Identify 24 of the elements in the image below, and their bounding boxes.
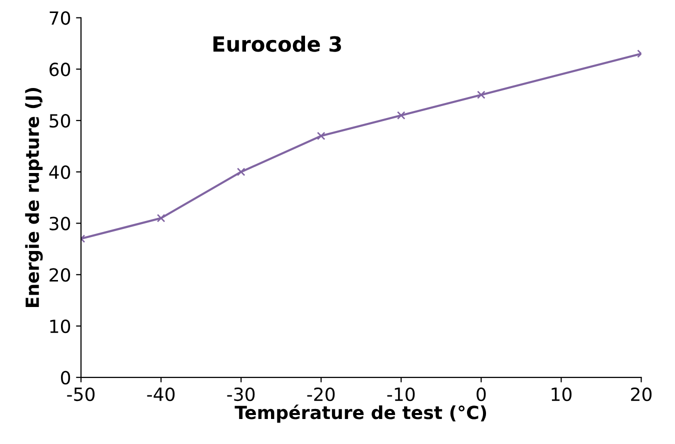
x-axis-title: Température de test (°C) <box>234 404 486 423</box>
text: Eurocode 3 <box>213 36 341 52</box>
x-tick-label: -50 <box>67 387 95 402</box>
y-tick-label: 70 <box>50 11 70 25</box>
x-tick-label: 10 <box>552 387 572 402</box>
y-tick-label: 0 <box>60 370 70 385</box>
point <box>396 111 406 120</box>
y-tick-label: 50 <box>50 114 70 128</box>
x-tick-label: -10 <box>387 387 415 402</box>
y-tick-label: 40 <box>49 165 70 180</box>
point <box>156 214 166 222</box>
x-tick-label: -20 <box>307 387 335 402</box>
x-tick-label: 0 <box>476 387 486 402</box>
x-tick-label: -40 <box>147 387 175 402</box>
y-tick-label: 10 <box>50 319 70 334</box>
point <box>477 90 486 99</box>
y-tick-label: 60 <box>50 62 70 76</box>
y-tick-label: 30 <box>50 216 70 230</box>
point <box>236 168 246 176</box>
x-tick-label: -30 <box>227 387 255 402</box>
y-axis-title: Energie de rupture (J) <box>25 88 43 308</box>
point <box>316 132 326 140</box>
x-tick-label: 20 <box>631 387 652 402</box>
y-tick-label: 20 <box>50 268 70 282</box>
